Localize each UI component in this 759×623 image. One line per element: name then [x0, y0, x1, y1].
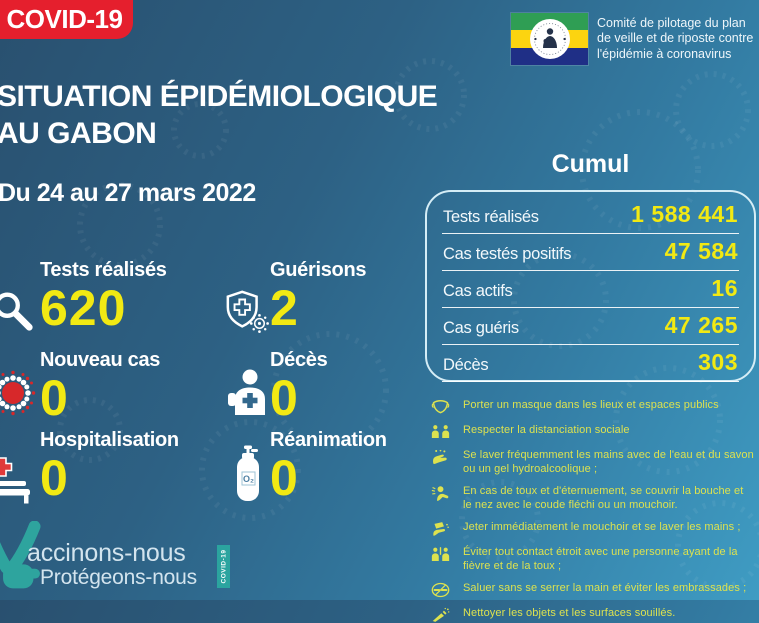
gabon-flag-icon	[511, 13, 588, 65]
committee-header: Comité de pilotage du plan de veille et …	[511, 13, 753, 65]
page-title-line-1: SITUATION ÉPIDÉMIOLOGIQUE	[0, 78, 437, 115]
stat-hospitalisation: Hospitalisation 0	[0, 428, 179, 503]
stat-tests-realises: Tests réalisés 620	[0, 258, 167, 333]
stat-value: 0	[270, 373, 327, 423]
reporting-period: Du 24 au 27 mars 2022	[0, 179, 256, 208]
recommendation-text: Se laver fréquemment les mains avec de l…	[463, 449, 755, 476]
gabon-seal-icon	[530, 19, 570, 59]
shield-virus-icon	[224, 288, 270, 339]
covid19-badge: COVID-19	[0, 0, 133, 39]
committee-line-3: l'épidémie à coronavirus	[597, 47, 753, 63]
clean-surfaces-icon	[431, 607, 450, 623]
cumul-row-deces: Décès 303	[442, 345, 739, 382]
committee-text: Comité de pilotage du plan de veille et …	[597, 16, 753, 63]
stat-value: 0	[270, 453, 387, 503]
recommendation-text: Jeter immédiatement le mouchoir et se la…	[463, 521, 741, 535]
stat-nouveau-cas: Nouveau cas 0	[0, 348, 160, 423]
campaign-line-1: accinons-nous	[27, 540, 197, 566]
stat-value: 0	[40, 373, 160, 423]
virus-icon	[0, 366, 40, 425]
cumul-row-value: 47 265	[665, 312, 738, 339]
cumul-row-value: 1 588 441	[631, 201, 738, 228]
committee-line-2: de veille et de riposte contre	[597, 31, 753, 47]
svg-text:O₂: O₂	[243, 474, 254, 484]
sneeze-elbow-icon	[431, 485, 450, 502]
cumul-row-label: Décès	[443, 356, 488, 375]
mask-icon	[431, 399, 450, 415]
recommendation-text: Respecter la distanciation sociale	[463, 424, 630, 438]
recommendations-list: Porter un masque dans les lieux et espac…	[431, 399, 755, 623]
recommendation-item: Saluer sans se serrer la main et éviter …	[431, 582, 755, 598]
recommendation-item: Jeter immédiatement le mouchoir et se la…	[431, 521, 755, 537]
stat-deces: Décès 0	[230, 348, 327, 423]
cumul-title: Cumul	[425, 150, 756, 179]
no-handshake-icon	[431, 582, 450, 598]
magnifier-icon	[0, 288, 36, 339]
stat-label: Tests réalisés	[40, 258, 167, 282]
hand-wash-icon	[431, 449, 450, 466]
recommendation-item: Éviter tout contact étroit avec une pers…	[431, 546, 755, 573]
cumul-row-cas-testes-positifs: Cas testés positifs 47 584	[442, 234, 739, 271]
stat-label: Hospitalisation	[40, 428, 179, 452]
recommendation-item: Porter un masque dans les lieux et espac…	[431, 399, 755, 415]
cumul-row-value: 47 584	[665, 238, 738, 265]
page-title-line-2: AU GABON	[0, 115, 437, 152]
cumul-row-cas-actifs: Cas actifs 16	[442, 271, 739, 308]
stat-value: 620	[40, 283, 167, 333]
oxygen-tank-icon: O₂	[234, 444, 262, 507]
cumul-row-label: Cas actifs	[443, 282, 512, 301]
campaign-line-2: Protégeons-nous	[40, 566, 197, 589]
stat-label: Réanimation	[270, 428, 387, 452]
cumul-row-label: Cas testés positifs	[443, 245, 571, 264]
stat-label: Nouveau cas	[40, 348, 160, 372]
avoid-contact-icon	[431, 546, 450, 563]
stat-label: Guérisons	[270, 258, 366, 282]
poster: COVID-19 Comité de pilotage du plan de v…	[0, 0, 759, 600]
stat-guerisons: Guérisons 2	[230, 258, 366, 333]
cumul-row-label: Tests réalisés	[443, 208, 539, 227]
campaign-covid19-badge: COVID-19	[217, 545, 230, 588]
recommendation-text: Éviter tout contact étroit avec une pers…	[463, 546, 755, 573]
campaign-covid19-badge-label: COVID-19	[220, 550, 227, 584]
recommendation-text: Porter un masque dans les lieux et espac…	[463, 399, 719, 413]
stat-label: Décès	[270, 348, 327, 372]
recommendation-item: Respecter la distanciation sociale	[431, 424, 755, 440]
recommendation-item: Se laver fréquemment les mains avec de l…	[431, 449, 755, 476]
recommendation-text: Saluer sans se serrer la main et éviter …	[463, 582, 746, 596]
cumul-table: Tests réalisés 1 588 441 Cas testés posi…	[425, 190, 756, 382]
committee-line-1: Comité de pilotage du plan	[597, 16, 753, 32]
campaign-slogan: accinons-nous Protégeons-nous	[27, 540, 197, 589]
tissue-disposal-icon	[431, 521, 450, 537]
recommendation-item: En cas de toux et d'éternuement, se couv…	[431, 485, 755, 512]
hospital-bed-icon	[0, 456, 36, 509]
recommendation-text: Nettoyer les objets et les surfaces soui…	[463, 607, 675, 621]
cumul-row-label: Cas guéris	[443, 319, 519, 338]
stat-value: 0	[40, 453, 179, 503]
covid19-badge-label: COVID-19	[7, 4, 123, 35]
stat-value: 2	[270, 283, 366, 333]
person-cross-icon	[226, 368, 270, 421]
stat-reanimation: O₂ Réanimation 0	[230, 428, 387, 503]
cumul-row-cas-gueris: Cas guéris 47 265	[442, 308, 739, 345]
social-distancing-icon	[431, 424, 450, 440]
cumul-row-value: 16	[711, 275, 738, 302]
cumul-row-value: 303	[698, 349, 738, 376]
recommendation-text: En cas de toux et d'éternuement, se couv…	[463, 485, 755, 512]
page-title: SITUATION ÉPIDÉMIOLOGIQUE AU GABON	[0, 78, 437, 152]
recommendation-item: Nettoyer les objets et les surfaces soui…	[431, 607, 755, 623]
cumul-row-tests-realises: Tests réalisés 1 588 441	[442, 197, 739, 234]
